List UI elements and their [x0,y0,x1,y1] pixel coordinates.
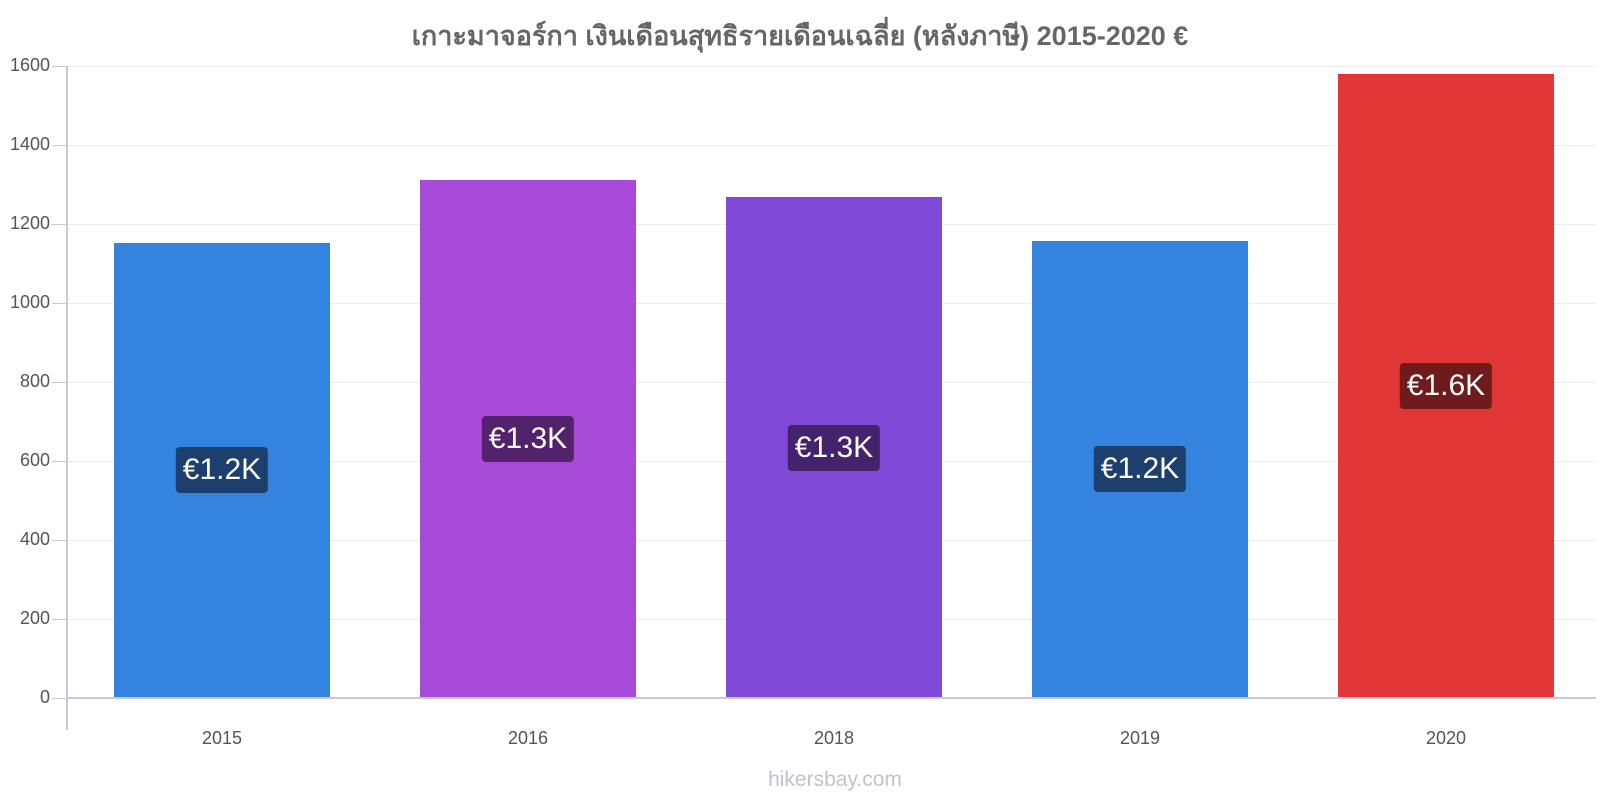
y-tick-label: 400 [19,529,50,549]
bar-value-label: €1.2K [175,447,269,494]
x-axis [66,697,1596,699]
bar-value-label: €1.2K [1093,446,1187,493]
y-tick-mark [52,66,66,67]
bar-value-label: €1.3K [787,424,881,471]
chart-title: เกาะมาจอร์กา เงินเดือนสุทธิรายเดือนเฉลี่… [411,21,1189,51]
x-tick-label: 2016 [507,728,549,748]
x-tick-label: 2018 [813,728,855,748]
x-tick-label: 2019 [1119,728,1161,748]
y-tick-mark [52,224,66,225]
y-tick-label: 600 [19,450,50,470]
watermark: hikersbay.com [768,768,902,791]
y-tick-mark [52,382,66,383]
y-tick-label: 1000 [9,292,50,312]
y-tick-mark [52,540,66,541]
y-tick-label: 1600 [9,55,50,75]
bar-value-label: €1.6K [1399,362,1493,409]
gridline [66,66,1596,67]
y-tick-label: 0 [39,687,50,707]
x-tick-label: 2015 [201,728,243,748]
y-tick-mark [52,461,66,462]
y-tick-label: 800 [19,371,50,391]
x-tick-label: 2020 [1425,728,1467,748]
y-tick-label: 1200 [9,213,50,233]
y-tick-label: 1400 [9,134,50,154]
y-tick-mark [52,145,66,146]
gridline [66,145,1596,146]
bar-value-label: €1.3K [481,416,575,463]
y-tick-mark [52,303,66,304]
y-tick-mark [52,619,66,620]
y-tick-mark [52,698,66,699]
y-tick-label: 200 [19,608,50,628]
y-axis [66,66,68,730]
